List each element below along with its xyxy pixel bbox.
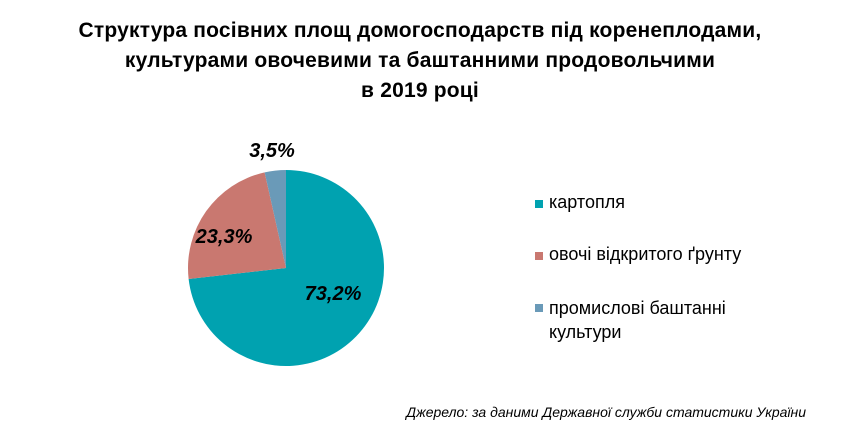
- legend-swatch-vegetables: [535, 252, 543, 260]
- chart-title-line-1: Структура посівних площ домогосподарств …: [78, 19, 762, 42]
- legend-item-vegetables: овочі відкритого ґрунту: [535, 244, 741, 265]
- legend-label-vegetables: овочі відкритого ґрунту: [549, 244, 742, 264]
- data-label-melons: 3,5%: [249, 140, 295, 162]
- legend-label-melons: промислові баштанні культури: [549, 298, 726, 342]
- pie-slice-melons: [264, 170, 286, 268]
- chart-title: Структура посівних площ домогосподарств …: [20, 16, 820, 106]
- legend-item-potato: картопля: [535, 192, 625, 213]
- legend-item-melons: промислові баштанні культури: [535, 296, 795, 344]
- legend-swatch-melons: [535, 304, 543, 312]
- data-label-potato: 73,2%: [305, 283, 362, 305]
- legend-swatch-potato: [535, 200, 543, 208]
- legend-label-potato: картопля: [549, 192, 625, 212]
- chart-title-line-3: в 2019 році: [361, 79, 479, 102]
- source-note: Джерело: за даними Державної служби стат…: [406, 404, 806, 420]
- pie-slice-potato: [188, 170, 385, 366]
- data-label-vegetables: 23,3%: [195, 226, 253, 248]
- pie-slice-vegetables: [188, 172, 286, 280]
- chart-title-line-2: культурами овочевими та баштанними продо…: [124, 49, 716, 72]
